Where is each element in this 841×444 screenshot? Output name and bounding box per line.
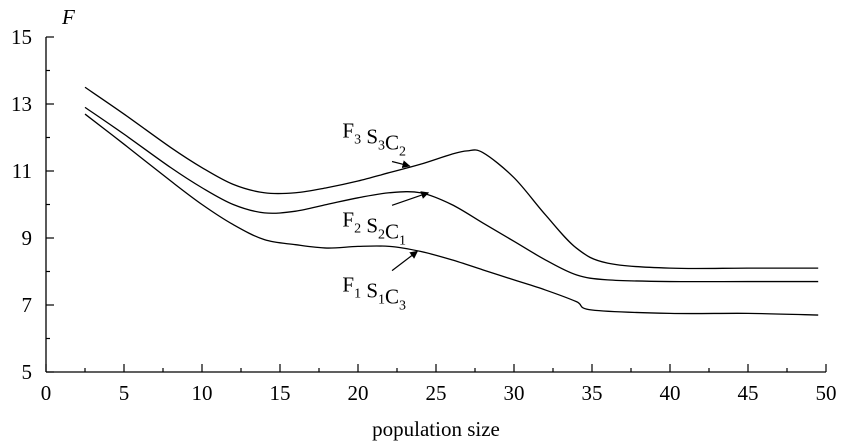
- annotation-1: F3 S3C2: [342, 119, 411, 169]
- x-tick-label: 10: [192, 381, 213, 405]
- series-line-2: [84, 106, 819, 283]
- x-tick-label: 15: [270, 381, 291, 405]
- y-tick-label: 9: [22, 226, 33, 250]
- x-tick-label: 25: [426, 381, 447, 405]
- annotation-2: F2 S2C1: [342, 191, 430, 248]
- y-tick-label: 13: [11, 92, 32, 116]
- y-tick-label: 11: [12, 159, 32, 183]
- annotation-layer: F3 S3C2 F2 S2C1 F1 S1C3: [342, 119, 430, 314]
- y-tick-label: 15: [11, 25, 32, 49]
- x-axis-title: population size: [372, 417, 500, 441]
- annotation-label: F3 S3C2: [342, 119, 406, 160]
- series-layer: [84, 86, 819, 316]
- x-tick-label: 50: [816, 381, 837, 405]
- annotation-label: F1 S1C3: [342, 273, 406, 314]
- annotation-arrow: [391, 250, 419, 272]
- series-line-1: [84, 86, 819, 270]
- x-tick-label: 45: [738, 381, 759, 405]
- x-tick-label: 0: [41, 381, 52, 405]
- annotation-arrow: [391, 191, 430, 206]
- annotation-label: F2 S2C1: [342, 207, 406, 248]
- x-tick-label: 30: [504, 381, 525, 405]
- x-tick-label: 20: [348, 381, 369, 405]
- x-tick-label: 35: [582, 381, 603, 405]
- x-tick-label: 40: [660, 381, 681, 405]
- y-tick-label: 7: [22, 293, 33, 317]
- x-tick-label: 5: [119, 381, 130, 405]
- y-axis-title: F: [61, 5, 75, 29]
- annotation-arrow: [391, 160, 411, 169]
- y-tick-label: 5: [22, 360, 33, 384]
- series-line-3: [84, 113, 819, 316]
- annotation-3: F1 S1C3: [342, 250, 419, 314]
